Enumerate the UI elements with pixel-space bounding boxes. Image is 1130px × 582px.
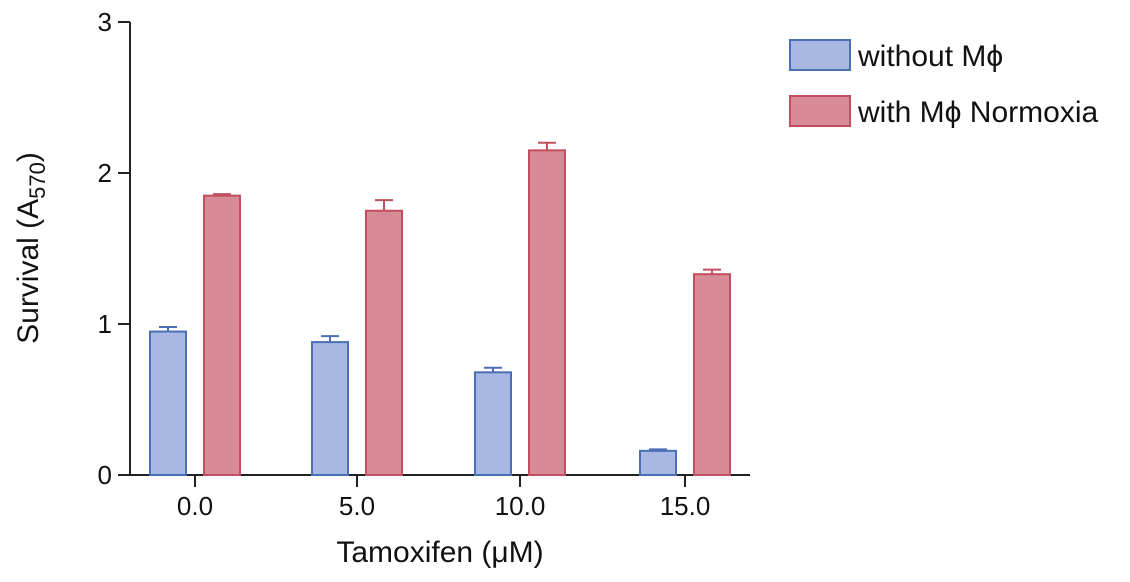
x-tick-label: 0.0	[177, 491, 213, 521]
bar-without-mphi	[474, 371, 512, 477]
x-ticks: 0.0 5.0 10.0 15.0	[177, 475, 710, 521]
y-ticks: 0 1 2 3	[98, 7, 130, 490]
legend-swatch	[789, 95, 851, 127]
bars	[149, 141, 731, 477]
bar-without-mphi	[311, 341, 349, 476]
y-tick-label: 3	[98, 7, 112, 37]
y-axis-title-close: )	[12, 152, 45, 162]
y-axis-title-subscript: 570	[25, 162, 50, 199]
y-tick-label: 1	[98, 309, 112, 339]
bar-with-mphi-normoxia	[528, 149, 566, 476]
bar-without-mphi	[149, 330, 187, 476]
legend-label: with Mϕ Normoxia	[857, 96, 1098, 129]
y-tick-label: 0	[98, 460, 112, 490]
x-tick-label: 15.0	[660, 491, 711, 521]
y-tick-label: 2	[98, 158, 112, 188]
x-axis-title: Tamoxifen (μM)	[336, 536, 543, 569]
bar-without-mphi	[639, 449, 677, 476]
x-tick-label: 10.0	[495, 491, 546, 521]
legend: without Mϕ with Mϕ Normoxia	[789, 39, 1098, 129]
bar-with-mphi-normoxia	[365, 209, 403, 476]
y-axis-title: Survival (A570)	[12, 152, 50, 344]
y-axis-title-main: Survival (A	[12, 199, 45, 344]
bar-with-mphi-normoxia	[203, 194, 241, 476]
legend-label: without Mϕ	[857, 40, 1003, 73]
bar-with-mphi-normoxia	[693, 273, 731, 477]
legend-swatch	[789, 39, 851, 71]
x-tick-label: 5.0	[339, 491, 375, 521]
